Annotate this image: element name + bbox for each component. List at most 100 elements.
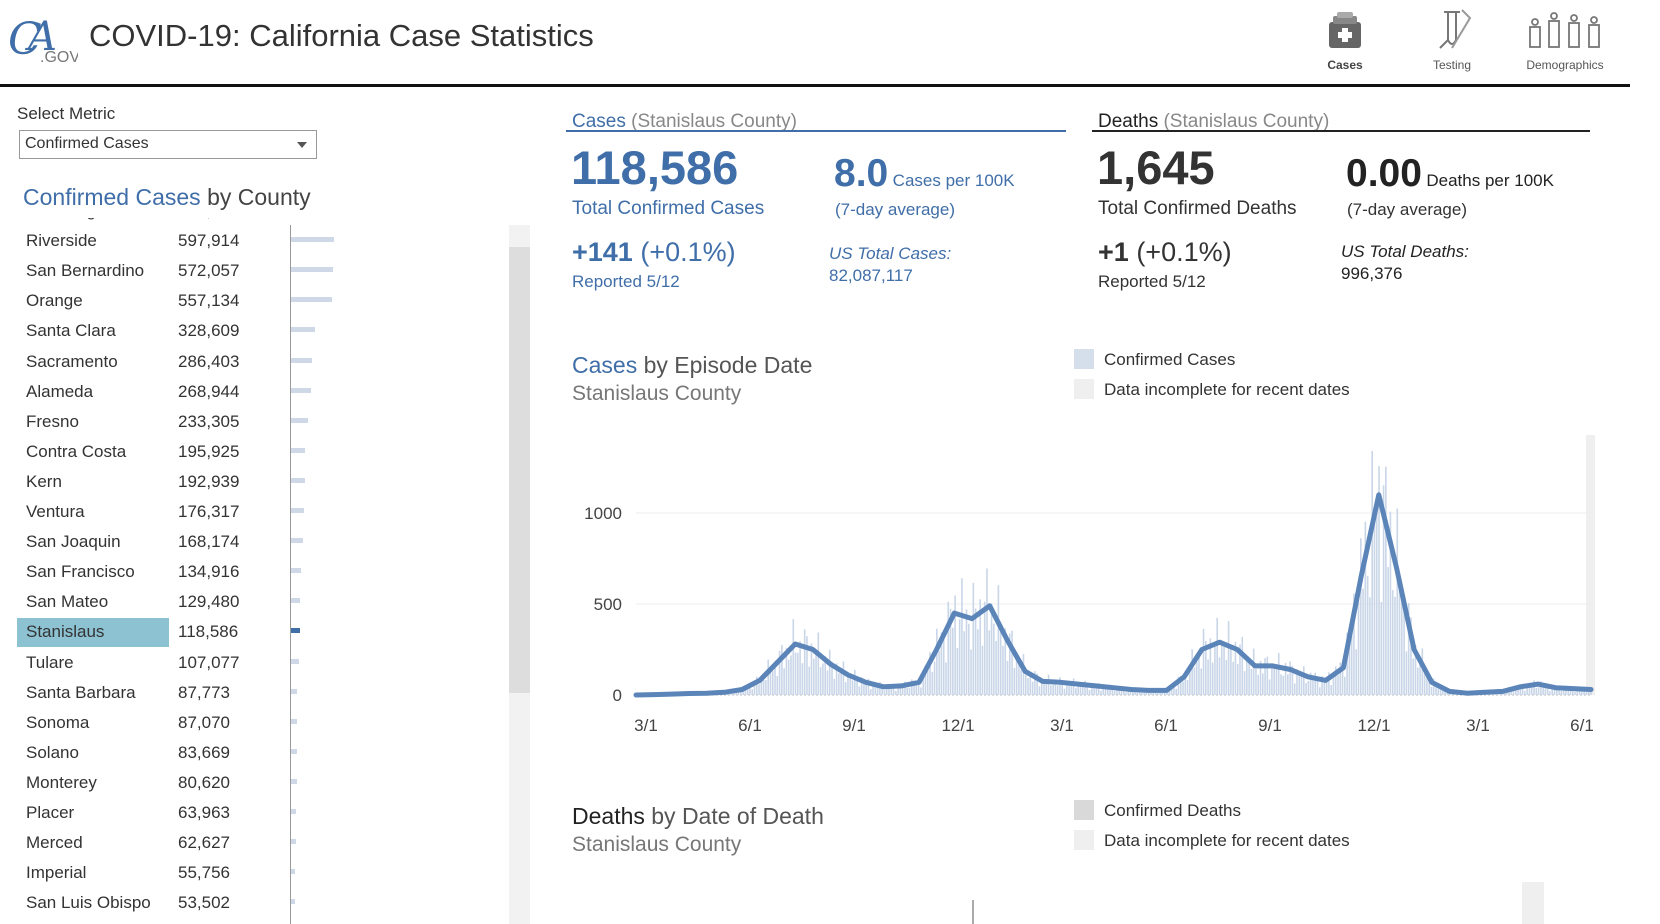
daily-case-bar <box>1143 690 1146 695</box>
daily-case-bar <box>1216 617 1219 695</box>
daily-case-bar <box>822 663 824 695</box>
daily-case-bar <box>1284 662 1287 695</box>
daily-case-bar <box>1587 689 1590 695</box>
county-name: San Diego <box>26 218 105 221</box>
county-row[interactable]: San Joaquin 168,174 <box>17 527 487 557</box>
daily-case-bar <box>1077 685 1079 695</box>
county-row[interactable]: Tulare 107,077 <box>17 648 487 678</box>
county-row[interactable]: San Mateo 129,480 <box>17 587 487 617</box>
daily-case-bar <box>1330 685 1332 695</box>
daily-case-bar <box>1177 676 1180 695</box>
county-row[interactable]: Sonoma 87,070 <box>17 708 487 738</box>
daily-case-bar <box>1259 660 1262 695</box>
county-row[interactable]: Orange 557,134 <box>17 286 487 316</box>
daily-case-bar <box>1442 689 1444 695</box>
daily-case-bar <box>1179 675 1182 695</box>
daily-case-bar <box>1120 687 1123 695</box>
county-value: 770,323 <box>178 218 239 221</box>
county-row[interactable]: Alameda 268,944 <box>17 377 487 407</box>
deaths-heading-metric: Deaths <box>1098 111 1159 132</box>
daily-case-bar <box>826 670 829 695</box>
daily-case-bar <box>1581 689 1583 695</box>
daily-case-bar <box>1398 590 1401 695</box>
daily-case-bar <box>1287 674 1289 695</box>
county-row[interactable]: Placer 63,963 <box>17 798 487 828</box>
x-tick-label: 3/1 <box>634 716 658 735</box>
svg-text:A: A <box>24 14 57 60</box>
daily-case-bar <box>1136 691 1139 695</box>
county-row[interactable]: Riverside 597,914 <box>17 226 487 256</box>
daily-case-bar <box>1432 678 1435 695</box>
cases-change-number: +141 <box>572 237 633 267</box>
daily-case-bar <box>781 644 783 695</box>
county-value: 55,756 <box>178 863 230 883</box>
county-row[interactable]: San Luis Obispo 53,502 <box>17 888 487 918</box>
ca-gov-logo[interactable]: C A .GOV <box>6 12 80 66</box>
daily-case-bar <box>1184 671 1187 695</box>
county-row[interactable]: San Francisco 134,916 <box>17 557 487 587</box>
county-list-scroll-thumb[interactable] <box>509 247 530 693</box>
daily-case-bar <box>1439 685 1442 695</box>
x-tick-label: 6/1 <box>738 716 762 735</box>
daily-case-bar <box>881 687 883 695</box>
daily-case-bar <box>1150 692 1152 695</box>
daily-case-bar <box>1011 630 1013 695</box>
county-row[interactable]: Santa Clara 328,609 <box>17 316 487 346</box>
daily-case-bar <box>977 629 979 695</box>
county-row[interactable]: San Bernardino 572,057 <box>17 256 487 286</box>
daily-case-bar <box>1380 602 1383 695</box>
daily-case-bar <box>1211 662 1214 695</box>
county-row[interactable]: Solano 83,669 <box>17 738 487 768</box>
nav-testing-button[interactable]: Testing <box>1397 6 1507 78</box>
y-tick-label: 0 <box>613 686 622 705</box>
county-list-heading: Confirmed Cases by County <box>23 184 311 211</box>
metric-dropdown[interactable]: Confirmed Cases <box>19 130 317 159</box>
cases-icon <box>1329 12 1361 48</box>
county-row[interactable]: Ventura 176,317 <box>17 497 487 527</box>
daily-case-bar <box>993 623 995 695</box>
nav-demographics-button[interactable]: Demographics <box>1510 6 1620 78</box>
county-value: 192,939 <box>178 471 240 491</box>
daily-case-bar <box>1161 691 1164 695</box>
county-list[interactable]: San Diego 770,323 Riverside 597,914 San Bern… <box>17 218 529 924</box>
county-row[interactable]: San Diego 770,323 <box>17 218 487 226</box>
county-row[interactable]: Imperial 55,756 <box>17 858 487 888</box>
deaths-incomplete-band <box>1522 882 1544 924</box>
daily-case-bar <box>1052 684 1054 695</box>
county-row[interactable]: Santa Barbara 87,773 <box>17 678 487 708</box>
deaths-rate-label: Deaths per 100K <box>1426 171 1554 190</box>
deaths-rate-value: 0.00 <box>1346 152 1422 195</box>
county-row[interactable]: Fresno 233,305 <box>17 407 487 437</box>
county-bar <box>291 267 333 273</box>
daily-case-bar <box>1275 669 1278 695</box>
deaths-panel-heading: Deaths (Stanislaus County) <box>1098 111 1329 133</box>
daily-case-bar <box>1223 646 1225 695</box>
daily-case-bar <box>901 686 904 695</box>
daily-case-bar <box>1337 675 1339 695</box>
county-row[interactable]: Kern 192,939 <box>17 467 487 497</box>
county-row[interactable]: Merced 62,627 <box>17 828 487 858</box>
daily-case-bar <box>744 687 747 695</box>
daily-case-bar <box>1059 677 1061 695</box>
daily-case-bar <box>1357 588 1360 695</box>
daily-case-bar <box>892 684 895 695</box>
us-total-cases-value: 82,087,117 <box>829 266 913 285</box>
county-row[interactable]: Monterey 80,620 <box>17 768 487 798</box>
cases-change: +141 (+0.1%) <box>572 237 736 268</box>
county-row[interactable]: Contra Costa 195,925 <box>17 437 487 467</box>
daily-case-bar <box>1086 685 1089 695</box>
daily-case-bar <box>972 582 975 695</box>
county-bar <box>291 809 296 814</box>
county-row[interactable]: Sacramento 286,403 <box>17 347 487 377</box>
daily-case-bar <box>990 603 993 695</box>
daily-case-bar <box>1038 686 1041 695</box>
svg-text:C: C <box>8 14 42 64</box>
nav-testing-label: Testing <box>1432 58 1472 72</box>
nav-cases-button[interactable]: Cases <box>1290 6 1400 78</box>
daily-case-bar <box>860 677 863 695</box>
daily-case-bar <box>879 681 881 695</box>
county-row[interactable]: Stanislaus 118,586 <box>17 617 487 648</box>
daily-case-bar <box>970 649 972 695</box>
daily-case-bar <box>872 684 874 695</box>
daily-case-bar <box>1514 686 1517 695</box>
